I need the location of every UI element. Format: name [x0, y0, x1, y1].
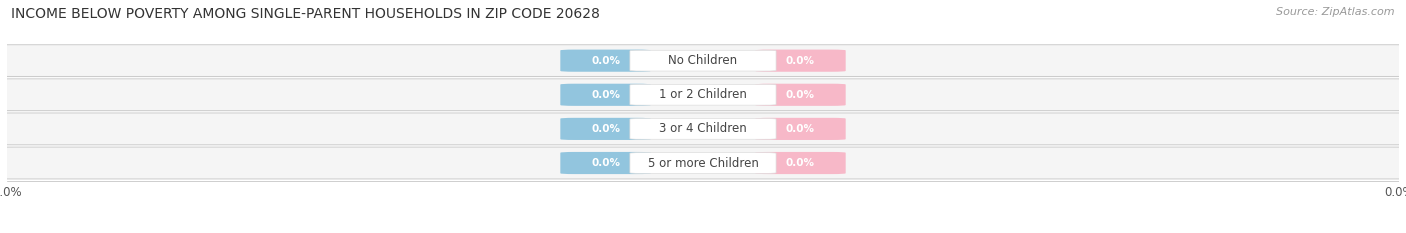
Text: 5 or more Children: 5 or more Children: [648, 157, 758, 170]
Text: No Children: No Children: [668, 54, 738, 67]
FancyBboxPatch shape: [630, 50, 776, 71]
Text: 0.0%: 0.0%: [591, 124, 620, 134]
Text: INCOME BELOW POVERTY AMONG SINGLE-PARENT HOUSEHOLDS IN ZIP CODE 20628: INCOME BELOW POVERTY AMONG SINGLE-PARENT…: [11, 7, 600, 21]
FancyBboxPatch shape: [755, 118, 845, 140]
FancyBboxPatch shape: [561, 84, 651, 106]
FancyBboxPatch shape: [630, 153, 776, 173]
Text: 0.0%: 0.0%: [786, 56, 815, 66]
Text: Source: ZipAtlas.com: Source: ZipAtlas.com: [1277, 7, 1395, 17]
FancyBboxPatch shape: [630, 119, 776, 139]
FancyBboxPatch shape: [755, 50, 845, 72]
FancyBboxPatch shape: [755, 84, 845, 106]
FancyBboxPatch shape: [0, 45, 1406, 76]
FancyBboxPatch shape: [630, 84, 776, 105]
FancyBboxPatch shape: [0, 113, 1406, 145]
FancyBboxPatch shape: [0, 148, 1406, 178]
Text: 3 or 4 Children: 3 or 4 Children: [659, 122, 747, 135]
FancyBboxPatch shape: [561, 118, 651, 140]
Text: 0.0%: 0.0%: [786, 158, 815, 168]
Text: 1 or 2 Children: 1 or 2 Children: [659, 88, 747, 101]
FancyBboxPatch shape: [755, 152, 845, 174]
FancyBboxPatch shape: [0, 114, 1406, 144]
FancyBboxPatch shape: [561, 50, 651, 72]
FancyBboxPatch shape: [0, 45, 1406, 76]
Text: 0.0%: 0.0%: [591, 56, 620, 66]
Text: 0.0%: 0.0%: [786, 124, 815, 134]
FancyBboxPatch shape: [0, 79, 1406, 111]
FancyBboxPatch shape: [0, 147, 1406, 179]
FancyBboxPatch shape: [561, 152, 651, 174]
Text: 0.0%: 0.0%: [786, 90, 815, 100]
Text: 0.0%: 0.0%: [591, 158, 620, 168]
FancyBboxPatch shape: [0, 79, 1406, 110]
Text: 0.0%: 0.0%: [591, 90, 620, 100]
